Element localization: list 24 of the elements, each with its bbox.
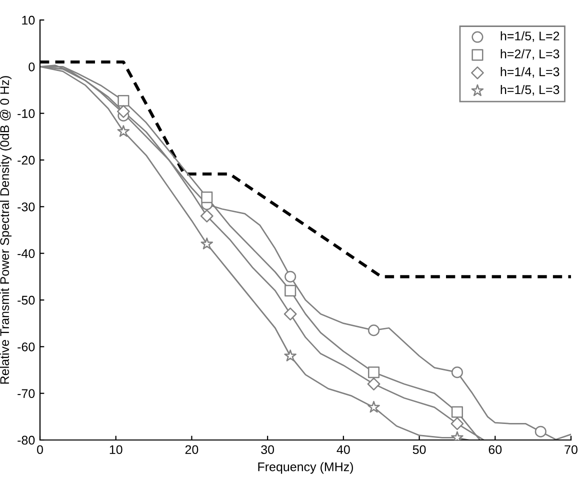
- legend-label: h=1/5, L=3: [500, 84, 560, 96]
- x-tick-label: 20: [185, 445, 198, 454]
- x-axis-title: Frequency (MHz): [258, 462, 353, 474]
- y-tick-label: -40: [18, 249, 35, 258]
- y-tick-label: -20: [18, 156, 35, 165]
- y-tick-label: 0: [28, 62, 35, 72]
- y-tick-label: -80: [18, 436, 35, 445]
- x-tick-label: 30: [261, 445, 274, 454]
- y-tick-label: -30: [18, 202, 35, 212]
- x-tick-label: 10: [110, 445, 122, 454]
- y-tick-label: -10: [18, 109, 35, 118]
- x-tick-label: 50: [412, 445, 426, 454]
- legend-label: h=2/7, L=3: [500, 49, 560, 60]
- x-tick-label: 60: [488, 445, 502, 454]
- x-tick-label: 40: [336, 445, 350, 454]
- legend-label: h=1/4, L=3: [500, 67, 560, 78]
- y-tick-label: -70: [18, 389, 35, 398]
- x-tick-label: 70: [564, 445, 578, 454]
- x-tick-label: 0: [37, 445, 43, 454]
- legend-label: h=1/5, L=2: [500, 31, 560, 42]
- y-tick-label: -60: [18, 342, 35, 352]
- y-tick-label: 10: [22, 16, 35, 25]
- y-axis-title: Relative Transmit Power Spectral Density (0dB @ 0 Hz): [0, 76, 12, 384]
- y-tick-label: -50: [18, 296, 35, 305]
